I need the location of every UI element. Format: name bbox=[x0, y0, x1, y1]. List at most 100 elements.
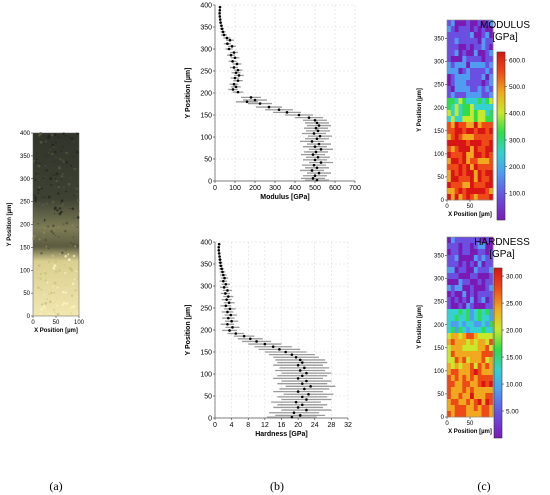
data-point bbox=[232, 82, 236, 86]
data-point bbox=[297, 113, 301, 117]
heatmap-cell bbox=[489, 176, 494, 183]
x-axis-label: X Position [µm] bbox=[448, 429, 492, 435]
data-point bbox=[225, 298, 228, 301]
x-tick-label: 0 bbox=[445, 204, 449, 210]
colorbar-tick-label: 30.00 bbox=[506, 273, 523, 280]
heatmap-cell bbox=[462, 351, 467, 358]
heatmap-cell bbox=[458, 393, 463, 400]
panel-c-modulus-map: 0 50 0 50 100 150 200 250 300 350 X Position [µm] Y… bbox=[417, 19, 530, 221]
heatmap-cell bbox=[481, 86, 486, 93]
heatmap-cell bbox=[481, 399, 486, 406]
heatmap-cell bbox=[481, 243, 486, 250]
heatmap-cell bbox=[466, 333, 471, 340]
heatmap-cell bbox=[458, 363, 463, 370]
heatmap-cell bbox=[458, 44, 463, 51]
micrograph-speckle bbox=[36, 158, 38, 161]
heatmap-cell bbox=[462, 68, 467, 75]
heatmap-cell bbox=[447, 345, 452, 352]
heatmap-cell bbox=[450, 140, 455, 147]
heatmap-cell bbox=[454, 80, 459, 87]
data-point bbox=[290, 415, 294, 419]
heatmap-cell bbox=[485, 285, 490, 292]
heatmap-cell bbox=[462, 303, 467, 310]
micrograph-speckle bbox=[69, 157, 70, 159]
micrograph-speckle bbox=[61, 172, 64, 175]
heatmap-cell bbox=[454, 20, 459, 27]
micrograph-speckle bbox=[77, 210, 80, 213]
heatmap-cell bbox=[466, 158, 471, 165]
heatmap-cell bbox=[477, 243, 482, 250]
heatmap-cell bbox=[447, 80, 452, 87]
map-title-line1: HARDNESS bbox=[474, 237, 530, 248]
heatmap-cell bbox=[450, 333, 455, 340]
heatmap-cell bbox=[466, 363, 471, 370]
micrograph-speckle bbox=[33, 195, 37, 199]
colorbar-tick-label: 300.0 bbox=[509, 137, 526, 144]
heatmap-cell bbox=[466, 44, 471, 51]
heatmap-cell bbox=[454, 122, 459, 129]
heatmap-cell bbox=[454, 303, 459, 310]
data-point bbox=[234, 71, 238, 75]
heatmap-cell bbox=[470, 249, 475, 256]
micrograph-speckle bbox=[64, 254, 68, 258]
heatmap-cell bbox=[462, 285, 467, 292]
heatmap-cell bbox=[454, 237, 459, 244]
data-point bbox=[294, 355, 298, 359]
micrograph-speckle bbox=[46, 281, 49, 284]
heatmap-cell bbox=[477, 80, 482, 87]
heatmap-cell bbox=[489, 315, 494, 322]
heatmap-cell bbox=[489, 32, 494, 39]
heatmap-cell bbox=[447, 128, 452, 135]
micrograph-speckle bbox=[32, 160, 36, 163]
heatmap-cell bbox=[489, 273, 494, 280]
heatmap-cell bbox=[447, 279, 452, 286]
heatmap-cell bbox=[462, 182, 467, 189]
heatmap-cell bbox=[466, 315, 471, 322]
micrograph-speckle bbox=[77, 165, 79, 166]
micrograph-speckle bbox=[44, 279, 47, 282]
heatmap-cell bbox=[489, 140, 494, 147]
y-tick-label: 0 bbox=[441, 415, 445, 421]
data-point bbox=[227, 316, 230, 320]
heatmap-cell bbox=[481, 182, 486, 189]
micrograph-speckle bbox=[73, 195, 75, 197]
heatmap-cell bbox=[447, 261, 452, 268]
heatmap-cell bbox=[447, 285, 452, 292]
heatmap-cell bbox=[447, 321, 452, 328]
heatmap-cell bbox=[458, 170, 463, 177]
heatmap-cell bbox=[473, 279, 478, 286]
heatmap-cell bbox=[489, 164, 494, 171]
data-point bbox=[298, 414, 302, 417]
micrograph-speckle bbox=[73, 278, 76, 281]
panel-c-hardness-map: 0 50 0 50 100 150 200 250 300 350 X Position [µm] Y… bbox=[417, 236, 530, 439]
micrograph-speckle bbox=[41, 229, 43, 231]
heatmap-cell bbox=[485, 321, 490, 328]
heatmap-cell bbox=[458, 327, 463, 334]
heatmap-cell bbox=[485, 375, 490, 382]
micrograph-speckle bbox=[64, 272, 67, 274]
micrograph-speckle bbox=[43, 294, 45, 296]
y-tick-label: 150 bbox=[200, 349, 212, 356]
heatmap-cell bbox=[473, 152, 478, 159]
data-point bbox=[307, 116, 311, 119]
heatmap-cell bbox=[470, 146, 475, 153]
micrograph-speckle bbox=[41, 303, 44, 306]
data-point bbox=[313, 118, 317, 122]
heatmap-cell bbox=[450, 381, 455, 388]
micrograph-speckle bbox=[43, 271, 47, 275]
heatmap-cell bbox=[462, 20, 467, 27]
heatmap-cell bbox=[473, 86, 478, 93]
heatmap-cell bbox=[466, 182, 471, 189]
micrograph-speckle bbox=[54, 252, 56, 254]
micrograph-speckle bbox=[70, 312, 72, 314]
micrograph-speckle bbox=[61, 303, 64, 306]
y-tick-label: 100 bbox=[434, 152, 445, 158]
heatmap-cell bbox=[473, 80, 478, 87]
data-point bbox=[233, 76, 237, 80]
heatmap-cell bbox=[470, 297, 475, 304]
heatmap-cell bbox=[473, 116, 478, 123]
heatmap-cell bbox=[485, 381, 490, 388]
heatmap-cell bbox=[458, 243, 463, 250]
heatmap-cell bbox=[473, 309, 478, 316]
y-tick-label: 300 bbox=[200, 46, 212, 53]
